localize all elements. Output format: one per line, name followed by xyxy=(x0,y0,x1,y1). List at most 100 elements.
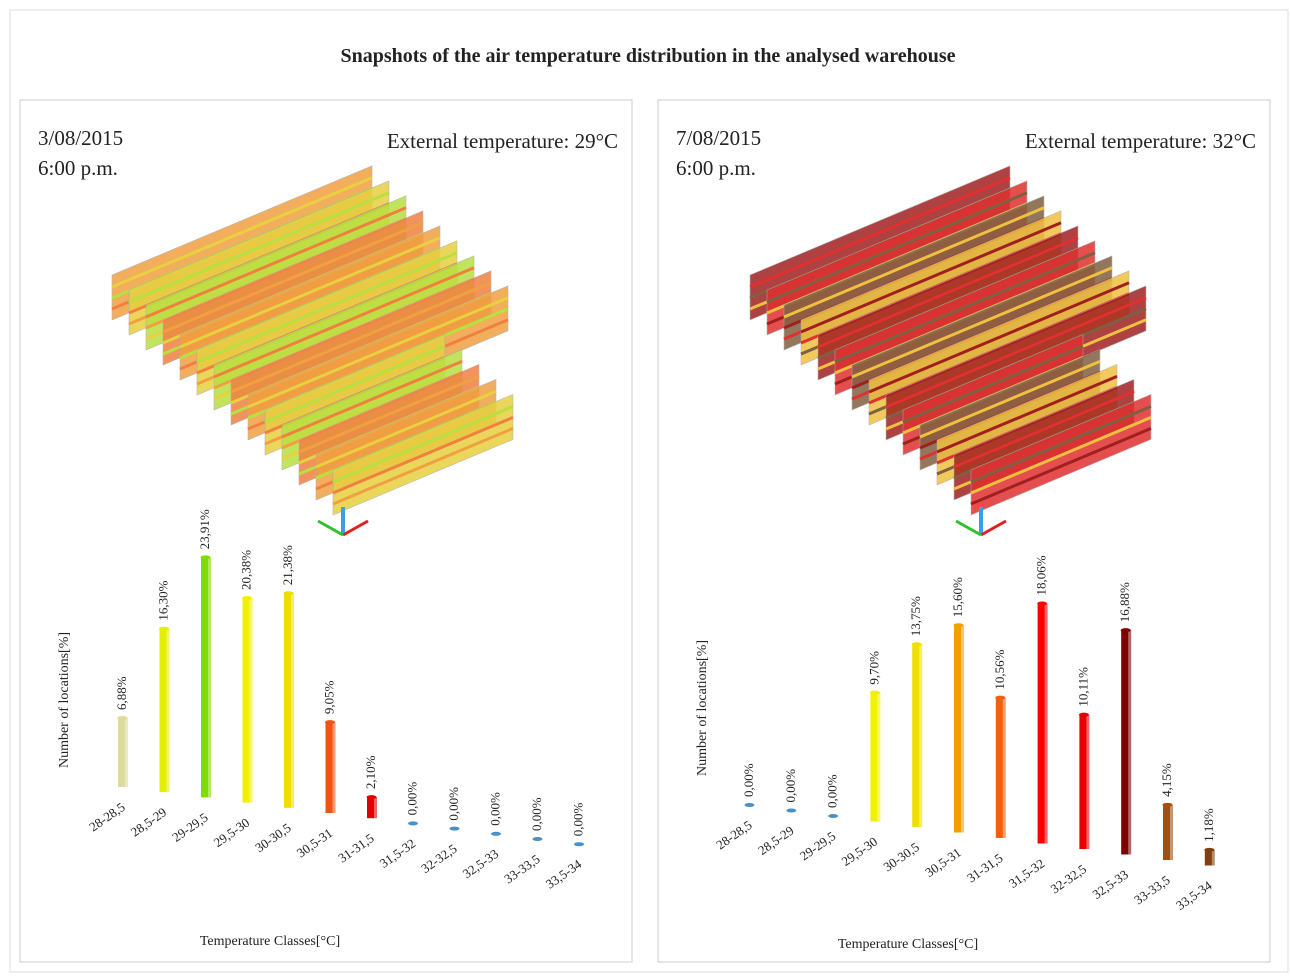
bar-cap xyxy=(449,826,460,831)
bar-shade xyxy=(960,625,964,833)
bar-shade xyxy=(373,797,377,819)
bar-cap xyxy=(1078,712,1089,717)
bar-cap xyxy=(491,831,501,836)
shelf-beam xyxy=(128,191,390,304)
value-label: 10,11% xyxy=(1075,667,1090,707)
value-label: 2,10% xyxy=(363,755,378,789)
shelf-beam xyxy=(230,281,492,394)
value-label: 0,00% xyxy=(529,797,544,831)
bar xyxy=(995,697,1003,838)
bar xyxy=(284,593,291,808)
shelf-beam xyxy=(885,296,1147,409)
bar xyxy=(1079,714,1087,849)
shelf-beam xyxy=(800,221,1062,334)
bar-shade xyxy=(290,593,294,808)
value-label: 0,00% xyxy=(783,769,798,803)
bar-cap xyxy=(1162,802,1173,807)
shelf-beam xyxy=(213,266,475,379)
figure-title: Snapshots of the air temperature distrib… xyxy=(340,45,955,67)
bar xyxy=(1037,603,1045,844)
shelf-beam xyxy=(332,427,514,506)
shelf-beam xyxy=(315,390,497,469)
date: 3/08/2015 xyxy=(38,126,123,150)
bar-cap xyxy=(574,842,584,847)
shelf-beam xyxy=(332,405,514,484)
shelf-beam xyxy=(298,375,480,454)
bar xyxy=(325,722,333,813)
bar-shade xyxy=(1085,714,1090,849)
shelf-beam xyxy=(953,390,1135,469)
shelf-beam xyxy=(851,266,1113,379)
value-label: 20,38% xyxy=(239,550,254,590)
shelf-beam xyxy=(817,236,1079,349)
bar-cap xyxy=(1204,847,1215,852)
bar xyxy=(912,644,920,827)
shelf-beam xyxy=(970,405,1152,484)
bar-shade xyxy=(165,628,170,793)
value-label: 10,56% xyxy=(992,649,1007,689)
value-label: 0,00% xyxy=(825,774,840,808)
bar-shade xyxy=(1043,603,1048,844)
value-label: 16,30% xyxy=(156,580,171,620)
x-axis-label: Temperature Classes[°C] xyxy=(838,937,978,952)
bar-shade xyxy=(207,557,211,798)
shelf-beam xyxy=(145,206,407,319)
annotation: External temperature: 29°C xyxy=(387,129,618,153)
shelf-beam xyxy=(919,360,1101,439)
bar-cap xyxy=(242,596,252,601)
value-label: 4,15% xyxy=(1159,763,1174,797)
date: 7/08/2015 xyxy=(676,126,761,150)
shelf-beam xyxy=(264,345,446,424)
shelf-beam xyxy=(281,360,463,439)
bar-cap xyxy=(325,720,335,725)
value-label: 6,88% xyxy=(114,676,129,710)
bar-cap xyxy=(953,623,964,628)
value-label: 0,00% xyxy=(488,792,503,826)
shelf-beam xyxy=(902,345,1084,424)
bar xyxy=(118,717,125,787)
bar-cap xyxy=(1120,628,1131,633)
shelf-beam xyxy=(970,416,1152,495)
bar xyxy=(1121,630,1129,855)
y-axis-label: Number of locations[%] xyxy=(695,640,710,776)
bar-cap xyxy=(408,821,418,826)
bar xyxy=(159,628,167,793)
shelf-beam xyxy=(247,296,509,409)
value-label: 18,06% xyxy=(1034,555,1049,595)
bar-cap xyxy=(911,642,922,647)
bar-cap xyxy=(159,626,169,631)
bar-cap xyxy=(200,555,211,560)
bar-shade xyxy=(1127,630,1132,855)
value-label: 13,75% xyxy=(908,596,923,636)
bar-cap xyxy=(117,715,128,720)
value-label: 15,60% xyxy=(950,577,965,617)
bar-shade xyxy=(1001,697,1006,838)
bar-cap xyxy=(283,591,294,596)
value-label: 23,91% xyxy=(197,509,212,549)
bar xyxy=(954,625,961,833)
bar-cap xyxy=(869,690,880,695)
value-label: 0,00% xyxy=(741,763,756,797)
value-label: 21,38% xyxy=(280,545,295,585)
x-axis-label: Temperature Classes[°C] xyxy=(200,934,340,949)
bar-shade xyxy=(124,717,128,787)
shelf-beam xyxy=(936,375,1118,454)
value-label: 9,70% xyxy=(866,651,881,685)
bar-shade xyxy=(876,692,881,822)
shelf-beam xyxy=(332,416,514,495)
shelf-beam xyxy=(766,191,1028,304)
annotation: External temperature: 32°C xyxy=(1025,129,1256,153)
bar-cap xyxy=(995,695,1006,700)
shelf-beam xyxy=(749,176,1011,289)
value-label: 1,18% xyxy=(1201,808,1216,842)
bar-shade xyxy=(331,722,336,813)
gizmo-y xyxy=(317,519,344,537)
gizmo-x xyxy=(342,519,369,537)
bar xyxy=(242,598,250,803)
bar xyxy=(201,557,208,798)
value-label: 9,05% xyxy=(322,680,337,714)
bar xyxy=(1163,804,1170,860)
bar-shade xyxy=(918,644,923,827)
bar-shade xyxy=(1169,804,1173,860)
